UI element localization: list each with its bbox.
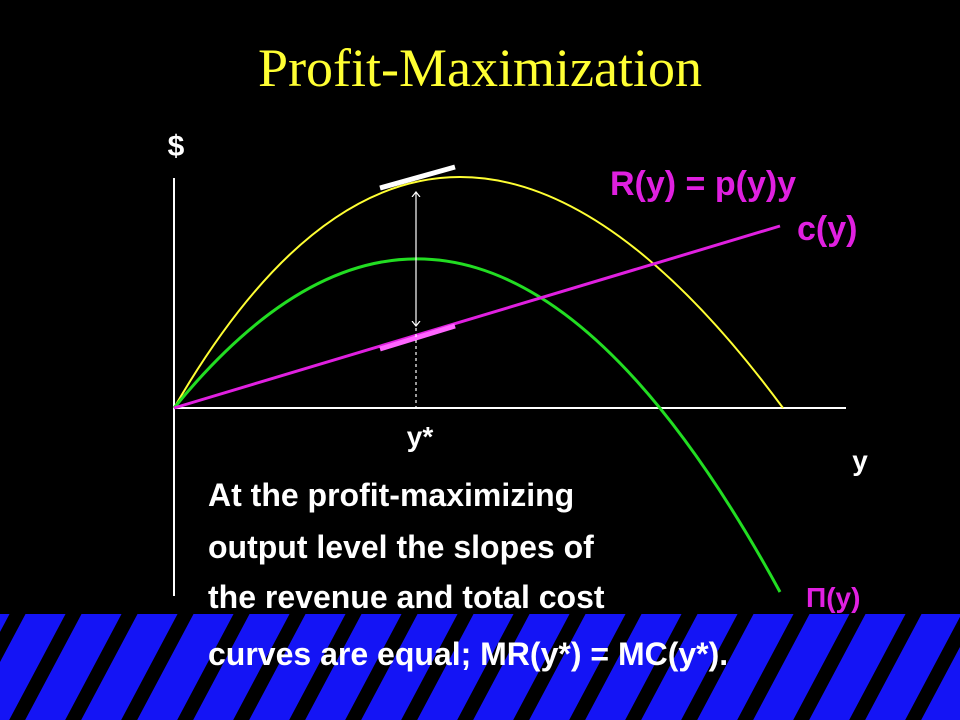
revenue-label: R(y) = p(y)y <box>610 165 796 203</box>
stripe-band <box>0 614 960 720</box>
y-axis-label: $ <box>168 130 185 163</box>
y-star-label: y* <box>407 421 434 452</box>
profit-label: Π(y) <box>806 582 860 613</box>
profit-curve <box>172 257 782 593</box>
cost-label: c(y) <box>797 210 857 248</box>
text-line: output level the slopes of <box>208 529 594 565</box>
x-axis-label: y <box>852 445 868 476</box>
cost-tangent <box>379 323 456 352</box>
text-line: curves are equal; MR(y*) = MC(y*). <box>208 636 728 672</box>
revenue-tangent <box>379 164 456 191</box>
text-line: At the profit-maximizing <box>208 477 574 513</box>
title: Profit-Maximization <box>258 38 702 98</box>
cost-line <box>173 224 781 410</box>
text-line: the revenue and total cost <box>208 579 605 615</box>
revenue-curve <box>173 176 784 409</box>
